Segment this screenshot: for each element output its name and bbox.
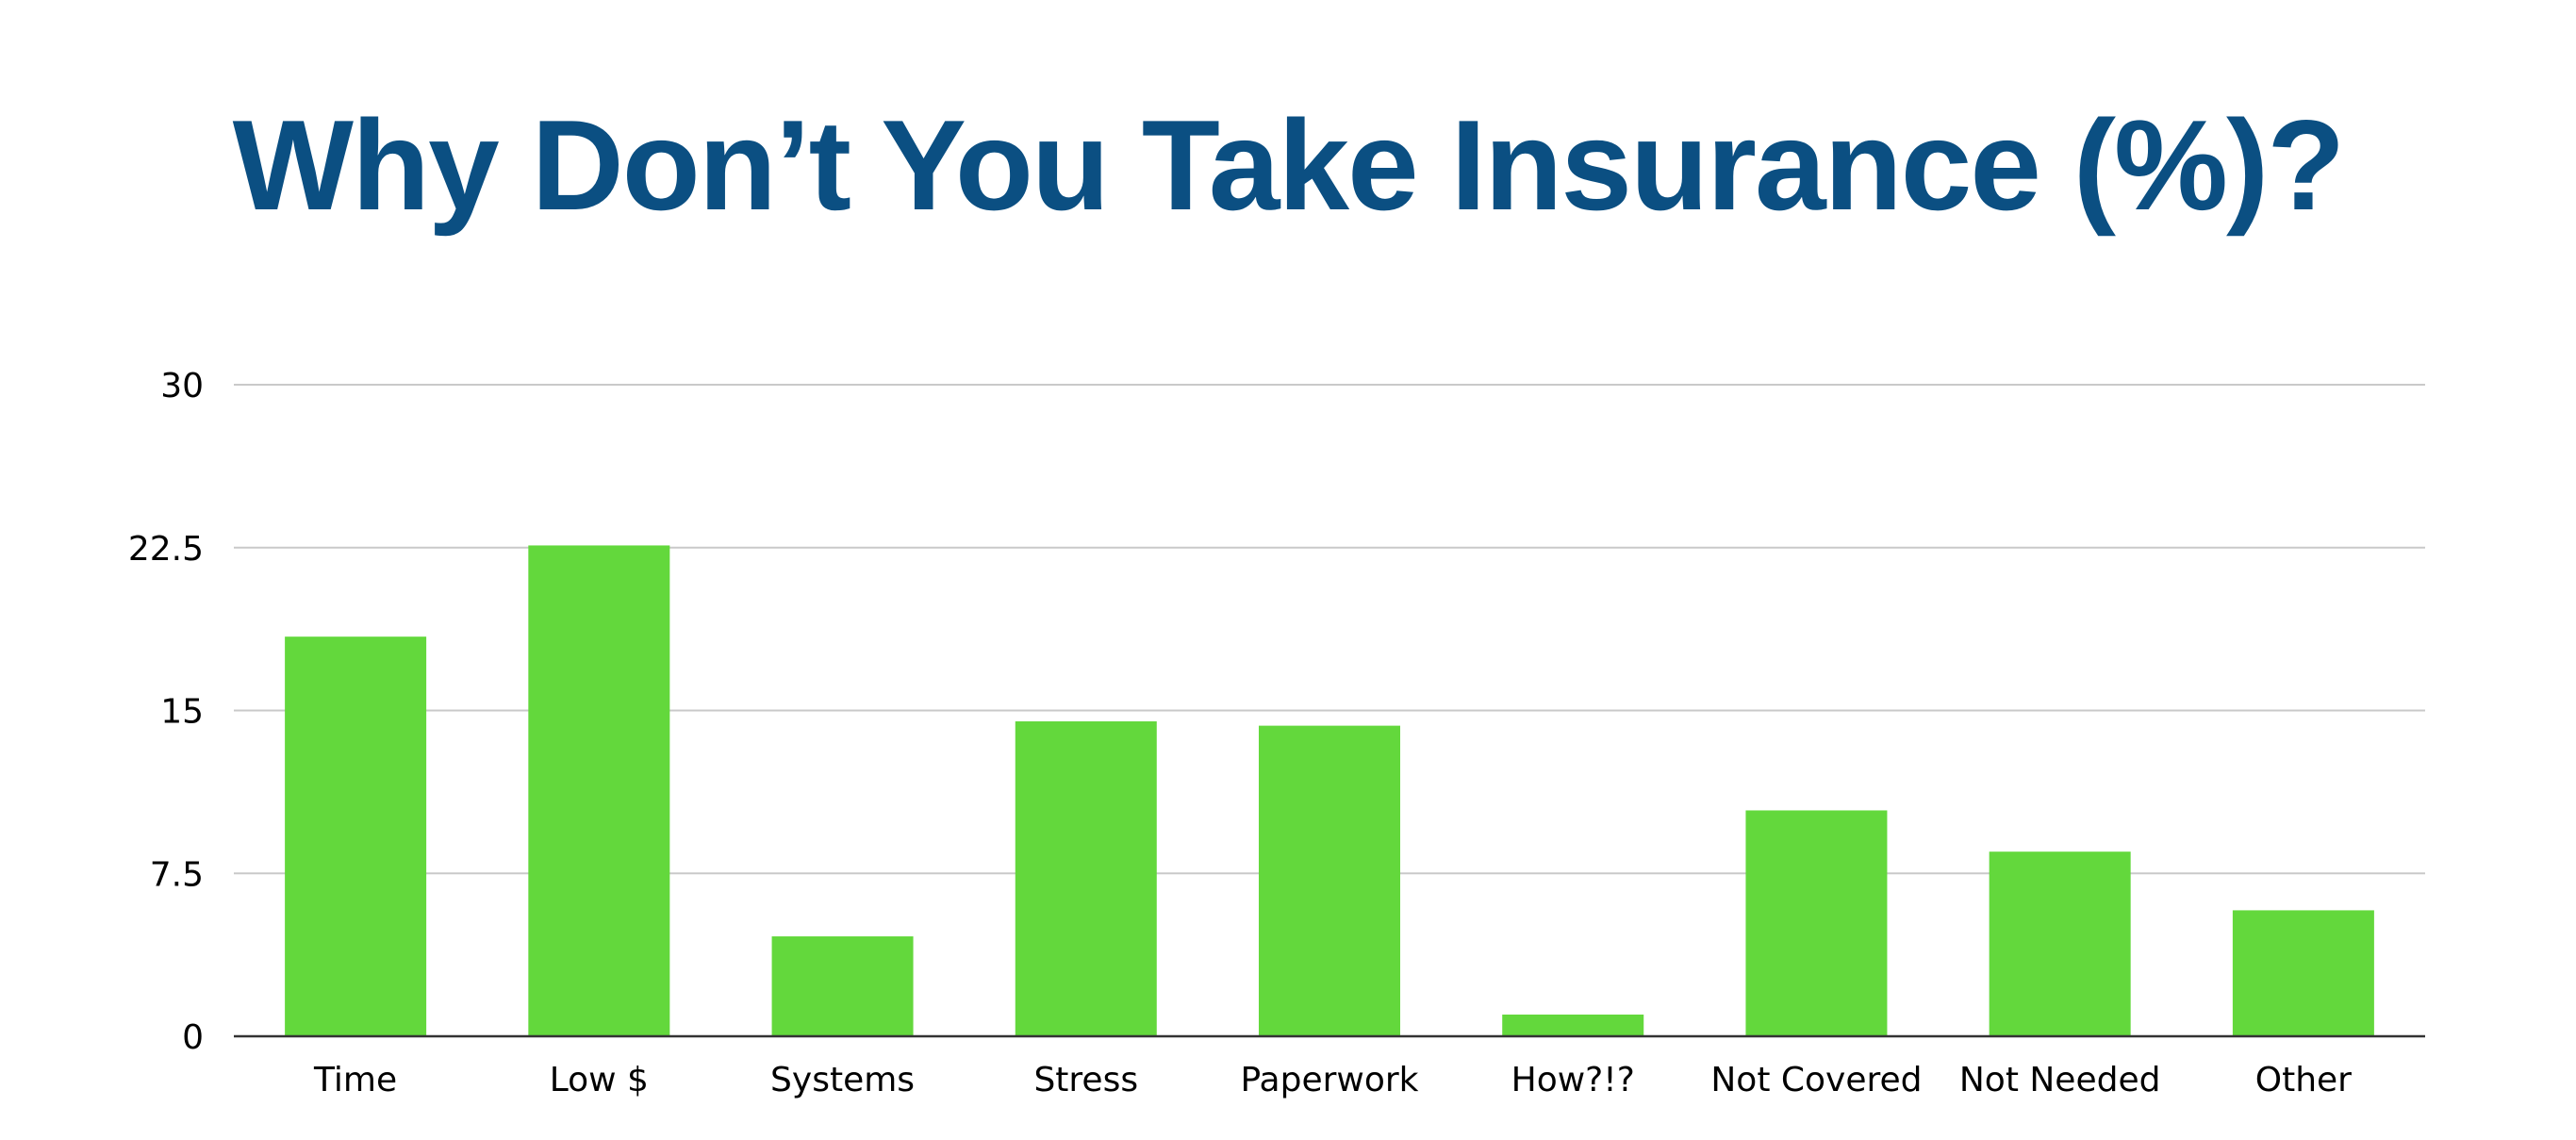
y-tick-label: 15	[160, 693, 204, 732]
y-tick-label: 30	[160, 367, 204, 405]
bar	[1015, 721, 1157, 1036]
bar	[1259, 725, 1400, 1036]
bar	[2232, 910, 2374, 1036]
x-category-label: Systems	[770, 1061, 915, 1099]
bar	[1745, 810, 1888, 1036]
bar	[771, 936, 914, 1036]
x-category-label: Not Covered	[1710, 1061, 1922, 1099]
y-tick-label: 22.5	[128, 530, 204, 569]
x-category-label: Low $	[550, 1061, 649, 1099]
y-tick-label: 7.5	[150, 855, 204, 894]
x-category-label: Paperwork	[1240, 1061, 1418, 1099]
bars	[285, 545, 2374, 1036]
x-axis-category-labels: Time Low $ Systems Stress Paperwork How?!? Not…	[313, 1061, 2352, 1099]
y-tick-label: 0	[182, 1018, 204, 1057]
y-axis-tick-labels: 0 7.5 15 22.5 30	[128, 367, 204, 1057]
chart-title: Why Don’t You Take Insurance (%)?	[232, 93, 2346, 237]
x-category-label: How?!?	[1511, 1061, 1635, 1099]
x-category-label: Other	[2255, 1061, 2352, 1099]
bar	[285, 636, 427, 1036]
bar	[1989, 851, 2131, 1036]
bar	[528, 545, 670, 1036]
x-category-label: Stress	[1033, 1061, 1138, 1099]
x-category-label: Time	[313, 1061, 397, 1099]
x-category-label: Not Needed	[1959, 1061, 2161, 1099]
bar	[1502, 1014, 1644, 1036]
